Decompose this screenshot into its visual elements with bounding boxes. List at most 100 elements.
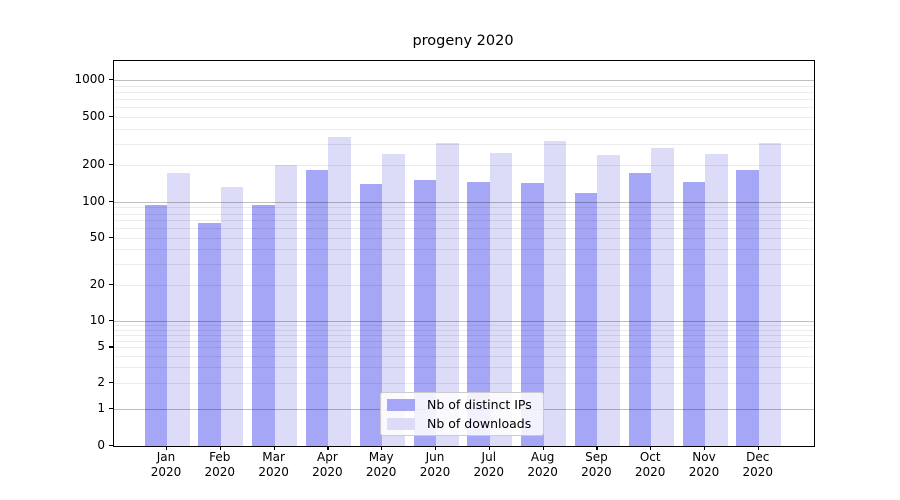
y-axis-tick-mark	[109, 201, 113, 203]
y-axis-tick-label: 200	[82, 157, 105, 172]
x-axis-year-label: 2020	[419, 465, 451, 479]
gridline-major	[114, 80, 814, 81]
bar-dec-downloads	[758, 142, 782, 446]
x-axis-year-label: 2020	[581, 465, 612, 479]
x-axis-label-apr: Apr 2020	[297, 450, 357, 480]
y-axis-tick-mark	[109, 346, 113, 348]
chart-title: progeny 2020	[412, 33, 514, 49]
bar-apr-distinct-ips	[305, 169, 329, 446]
legend-label-downloads: Nb of downloads	[427, 416, 532, 431]
x-axis-tick-mark	[273, 446, 275, 450]
gridline-minor	[114, 91, 814, 93]
legend: Nb of distinct IPs Nb of downloads	[380, 392, 544, 436]
x-axis-tick-mark	[596, 446, 598, 450]
bar-sep-downloads	[597, 155, 620, 446]
x-axis-year-label: 2020	[204, 465, 236, 479]
gridline-minor	[114, 116, 814, 118]
gridline-minor	[114, 143, 814, 145]
y-axis-tick-mark	[109, 408, 113, 410]
x-axis-year-label: 2020	[365, 465, 397, 479]
legend-swatch-distinct-ips	[387, 398, 415, 411]
bar-jun-distinct-ips	[413, 180, 436, 446]
x-axis-label-oct: Oct 2020	[620, 450, 680, 480]
gridline-minor	[114, 207, 814, 209]
y-axis-tick-label: 0	[97, 438, 105, 452]
gridline-minor	[114, 264, 814, 266]
y-axis-tick-label: 500	[82, 108, 105, 123]
x-axis-month-label: Aug	[530, 450, 555, 464]
bar-feb-downloads	[220, 186, 244, 446]
bar-jul-downloads	[489, 153, 513, 446]
x-axis-tick-mark	[650, 446, 652, 450]
x-axis-label-aug: Aug 2020	[513, 450, 573, 480]
x-axis-month-label: Jul	[481, 450, 497, 464]
x-axis-year-label: 2020	[312, 465, 343, 479]
legend-item-downloads: Nb of downloads	[381, 416, 543, 431]
y-axis-tick-label: 50	[89, 229, 105, 244]
x-axis-month-label: Dec	[746, 450, 770, 464]
y-axis-tick-label: 2	[97, 374, 105, 389]
x-axis-label-jun: Jun 2020	[405, 450, 465, 480]
gridline-minor	[114, 340, 814, 342]
bar-mar-distinct-ips	[252, 205, 275, 446]
gridline-minor	[114, 367, 814, 368]
gridline-minor	[114, 213, 814, 215]
x-axis-tick-mark	[542, 446, 544, 450]
x-axis-tick-mark	[219, 446, 221, 450]
x-axis-month-label: Sep	[585, 450, 608, 464]
x-axis-tick-mark	[757, 446, 759, 450]
x-axis-year-label: 2020	[527, 465, 558, 479]
y-axis-tick-label: 100	[82, 194, 105, 208]
y-axis-tick-mark	[109, 381, 113, 383]
x-axis-tick-mark	[381, 446, 383, 450]
gridline-minor	[114, 128, 814, 130]
x-axis-tick-mark	[488, 446, 490, 450]
x-axis-month-label: May	[368, 450, 394, 464]
x-axis-label-jan: Jan 2020	[136, 450, 196, 480]
x-axis-label-jul: Jul 2020	[459, 450, 519, 480]
x-axis-year-label: 2020	[742, 465, 774, 479]
gridline-minor	[114, 85, 814, 87]
bar-sep-distinct-ips	[574, 193, 598, 446]
x-axis-year-label: 2020	[150, 465, 182, 479]
x-axis-label-feb: Feb 2020	[190, 450, 250, 480]
gridline-minor	[114, 228, 814, 230]
y-axis-tick-mark	[109, 236, 113, 238]
y-axis-tick-label: 10	[89, 313, 105, 327]
x-axis-month-label: Feb	[209, 450, 231, 464]
bar-jun-downloads	[436, 143, 459, 446]
y-axis-tick-mark	[109, 445, 113, 447]
y-axis-tick-mark	[109, 164, 113, 166]
x-axis-month-label: Apr	[317, 450, 338, 464]
x-axis-tick-mark	[704, 446, 706, 450]
x-axis-label-may: May 2020	[351, 450, 411, 480]
gridline-major	[114, 321, 814, 322]
bar-dec-distinct-ips	[736, 169, 759, 446]
x-axis-month-label: Oct	[639, 450, 661, 464]
x-axis-label-mar: Mar 2020	[244, 450, 304, 480]
x-axis-tick-mark	[166, 446, 168, 450]
x-axis-month-label: Mar	[262, 450, 285, 464]
y-axis-tick-label: 5	[97, 339, 105, 354]
gridline-minor	[114, 356, 814, 358]
gridline-minor	[114, 329, 814, 331]
bar-jan-distinct-ips	[144, 204, 167, 446]
y-axis-tick-label: 1	[97, 401, 105, 415]
x-axis-month-label: Jun	[425, 450, 445, 464]
gridline-minor	[114, 334, 814, 336]
bar-feb-distinct-ips	[198, 222, 221, 446]
x-axis-month-label: Jan	[156, 450, 176, 464]
y-axis-tick-label: 1000	[74, 72, 105, 86]
y-axis-tick-mark	[109, 115, 113, 117]
x-axis-label-sep: Sep 2020	[566, 450, 626, 480]
bar-mar-downloads	[274, 165, 298, 446]
bar-oct-distinct-ips	[628, 172, 652, 446]
bar-aug-distinct-ips	[521, 183, 544, 446]
bar-oct-downloads	[651, 148, 674, 446]
y-axis-tick-mark	[109, 320, 113, 322]
x-axis-year-label: 2020	[634, 465, 666, 479]
gridline-major	[114, 202, 814, 203]
bar-nov-distinct-ips	[682, 182, 705, 446]
legend-item-distinct-ips: Nb of distinct IPs	[381, 397, 543, 412]
